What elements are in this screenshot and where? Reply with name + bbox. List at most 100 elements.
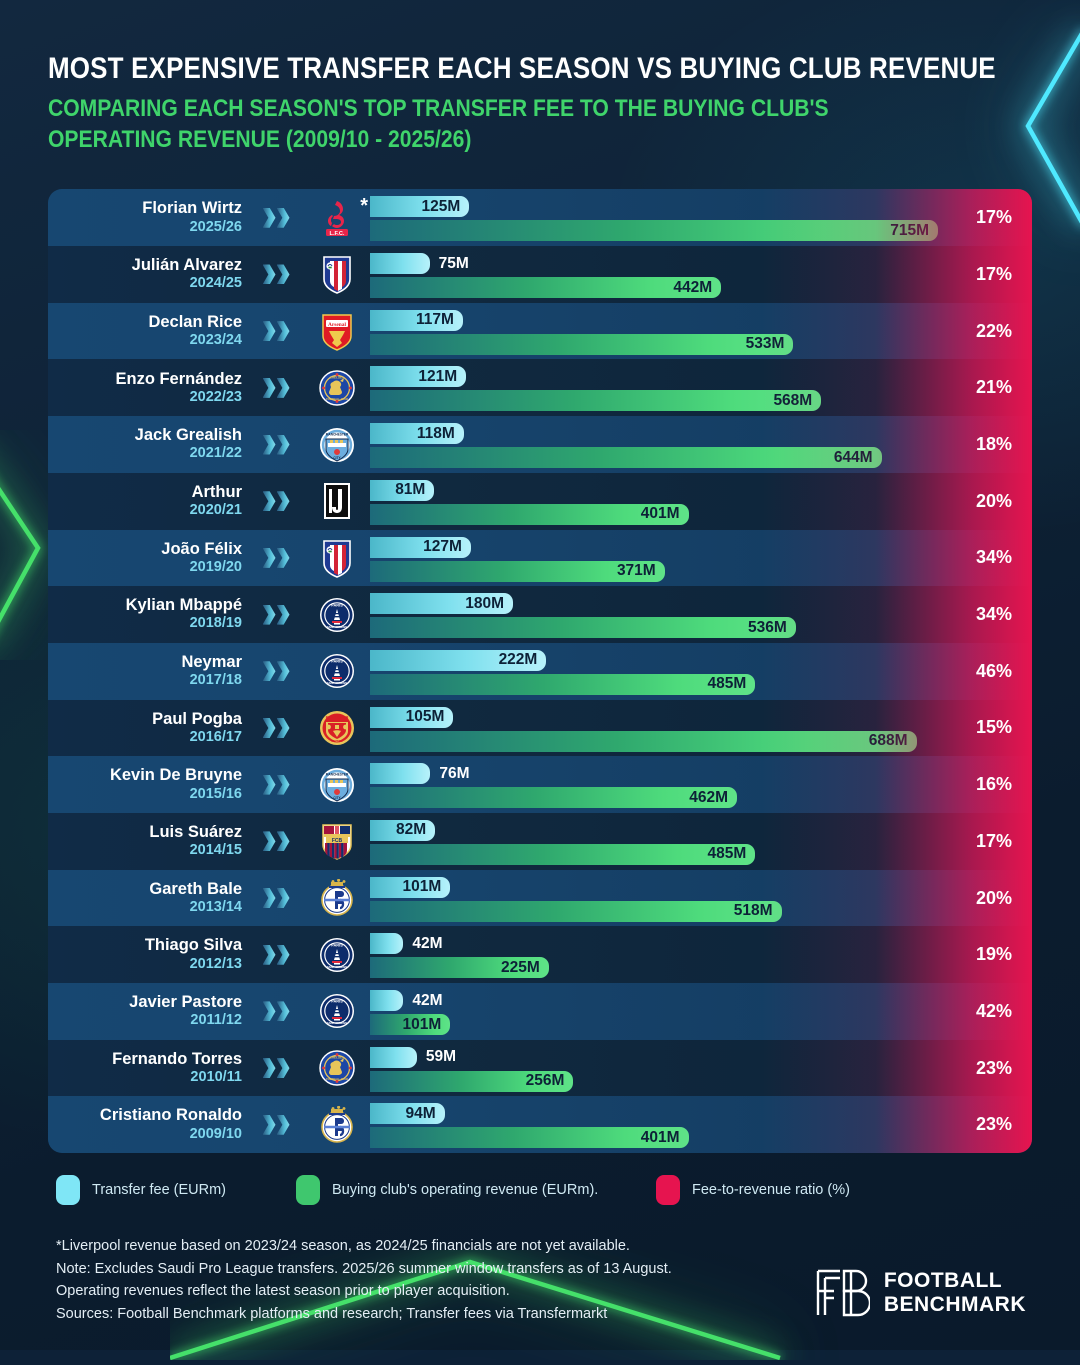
bar-value-fee: 125M: [421, 197, 461, 215]
bar-value-fee: 105M: [405, 708, 445, 726]
footnote-line: Sources: Football Benchmark platforms an…: [56, 1305, 608, 1322]
bar-value-revenue: 101M: [402, 1015, 442, 1033]
bar-value-fee: 42M: [412, 934, 443, 952]
bar-value-fee: 121M: [418, 367, 458, 385]
svg-text:PARIS: PARIS: [331, 602, 343, 607]
player-season: 2013/14: [189, 898, 242, 915]
bar-transfer-fee: 75M: [370, 253, 469, 275]
legend-label: Transfer fee (EURm): [92, 1182, 227, 1199]
status-badge: 23%: [975, 1114, 1012, 1135]
bar-group: 59M 256M: [370, 1040, 1032, 1097]
chart-panel: Florian Wirtz 2025/26 L.F.C. * 125M 715M…: [48, 189, 1032, 1154]
svg-text:CITY: CITY: [333, 796, 341, 800]
player-name: Neymar: [181, 652, 242, 671]
footnotes: *Liverpool revenue based on 2023/24 seas…: [56, 1235, 672, 1325]
player-label: Fernando Torres 2010/11: [48, 1040, 248, 1097]
double-chevron-right-icon: [248, 1096, 304, 1153]
bar-club-revenue: 568M: [370, 390, 822, 412]
player-label: Arthur 2020/21: [48, 473, 248, 530]
club-crest-chelsea: CHELSEA FOOTBALL CLUB: [304, 359, 370, 416]
legend-item: Fee-to-revenue ratio (%): [656, 1175, 850, 1206]
bar-value-revenue: 442M: [673, 278, 713, 296]
status-badge: 46%: [975, 660, 1012, 681]
bar-club-revenue: 536M: [370, 617, 796, 639]
club-crest-mancity: MANCHESTER CITY: [304, 416, 370, 473]
player-season: 2024/25: [189, 275, 242, 292]
ratio-cell: 21%: [762, 359, 1032, 417]
svg-text:MANCHESTER: MANCHESTER: [326, 715, 349, 719]
player-name: Arthur: [191, 482, 242, 501]
player-season: 2011/12: [190, 1012, 242, 1029]
status-badge: 17%: [975, 207, 1012, 228]
status-badge: 15%: [975, 717, 1012, 738]
page-content: MOST EXPENSIVE TRANSFER EACH SEASON VS B…: [48, 52, 1032, 1325]
bar-transfer-fee: 101M: [370, 876, 451, 898]
status-badge: 18%: [975, 434, 1012, 454]
club-crest-barcelona: FCB: [304, 813, 370, 870]
bar-group: 180M 536M: [370, 586, 1032, 643]
status-badge: 20%: [975, 887, 1012, 908]
player-name: Paul Pogba: [152, 709, 242, 728]
footnote-line: Operating revenues reflect the latest se…: [56, 1283, 510, 1300]
bar-transfer-fee: 42M: [370, 990, 443, 1012]
club-crest-mancity: MANCHESTER CITY: [304, 756, 370, 813]
double-chevron-right-icon: [248, 1040, 304, 1097]
bar-value-revenue: 485M: [707, 675, 747, 693]
svg-text:CHELSEA: CHELSEA: [330, 375, 346, 379]
double-chevron-right-icon: [248, 756, 304, 813]
double-chevron-right-icon: [248, 983, 304, 1040]
player-name: Kylian Mbappé: [125, 596, 242, 615]
player-name: Declan Rice: [148, 312, 242, 331]
double-chevron-right-icon: [248, 473, 304, 530]
table-row: Javier Pastore 2011/12 PARIS SAINT-GERMA…: [48, 983, 1032, 1040]
bar-club-revenue: 401M: [370, 1127, 689, 1149]
bar-value-fee: 101M: [402, 878, 442, 896]
player-season: 2023/24: [189, 332, 242, 348]
svg-text:FOOTBALL CLUB: FOOTBALL CLUB: [326, 1077, 348, 1081]
bar-club-revenue: 533M: [370, 333, 794, 355]
ratio-cell: 34%: [762, 529, 1032, 587]
ratio-cell: 18%: [762, 416, 1032, 473]
player-label: Neymar 2017/18: [48, 643, 248, 700]
player-name: Enzo Fernández: [115, 369, 242, 388]
bar-club-revenue: 225M: [370, 957, 549, 979]
player-season: 2025/26: [189, 218, 242, 235]
player-season: 2022/23: [189, 388, 242, 405]
table-row: Julián Alvarez 2024/25 75M: [48, 246, 1032, 303]
svg-text:PARIS: PARIS: [331, 659, 343, 664]
svg-text:SAINT-GERMAIN: SAINT-GERMAIN: [327, 626, 347, 629]
footnote-line: *Liverpool revenue based on 2023/24 seas…: [56, 1238, 630, 1255]
player-name: Fernando Torres: [112, 1049, 242, 1068]
status-badge: 23%: [975, 1057, 1012, 1078]
page-subtitle: COMPARING EACH SEASON'S TOP TRANSFER FEE…: [48, 95, 829, 154]
player-name: Julián Alvarez: [131, 256, 242, 275]
status-badge: 20%: [975, 490, 1012, 511]
status-badge: 22%: [975, 320, 1012, 341]
table-row: Kevin De Bruyne 2015/16 MANCHESTER CITY …: [48, 756, 1032, 813]
double-chevron-right-icon: [248, 359, 304, 416]
bar-transfer-fee: 180M: [370, 593, 513, 615]
club-crest-psg: PARIS SAINT-GERMAIN: [304, 586, 370, 643]
bar-club-revenue: 101M: [370, 1014, 451, 1036]
club-crest-juventus: [304, 473, 370, 530]
ratio-cell: 22%: [762, 302, 1032, 360]
player-season: 2019/20: [189, 558, 242, 575]
svg-text:Arsenal: Arsenal: [328, 322, 346, 328]
club-crest-arsenal: Arsenal: [304, 303, 370, 360]
footnote-line: Note: Excludes Saudi Pro League transfer…: [56, 1260, 672, 1277]
club-crest-psg: PARIS SAINT-GERMAIN: [304, 983, 370, 1040]
ratio-cell: 20%: [762, 472, 1032, 530]
table-row: Luis Suárez 2014/15 FCB 82M: [48, 812, 1032, 870]
bar-value-revenue: 371M: [616, 562, 656, 580]
bar-group: 82M 485M: [370, 813, 1032, 870]
player-name: Jack Grealish: [134, 426, 242, 445]
table-row: Fernando Torres 2010/11 CHELSEA FOOTBALL…: [48, 1039, 1032, 1097]
club-crest-realmadrid: [304, 870, 370, 927]
brand-logo: FOOTBALL BENCHMARK: [814, 1267, 1032, 1325]
club-crest-manutd: MANCHESTER UNITED: [304, 700, 370, 757]
player-season: 2010/11: [190, 1068, 242, 1085]
bar-value-fee: 118M: [416, 424, 455, 442]
bar-value-revenue: 462M: [689, 788, 728, 806]
chart-legend: Transfer fee (EURm) Buying club's operat…: [48, 1175, 1032, 1206]
table-row: Kylian Mbappé 2018/19 PARIS SAINT-GERMAI…: [48, 586, 1032, 643]
